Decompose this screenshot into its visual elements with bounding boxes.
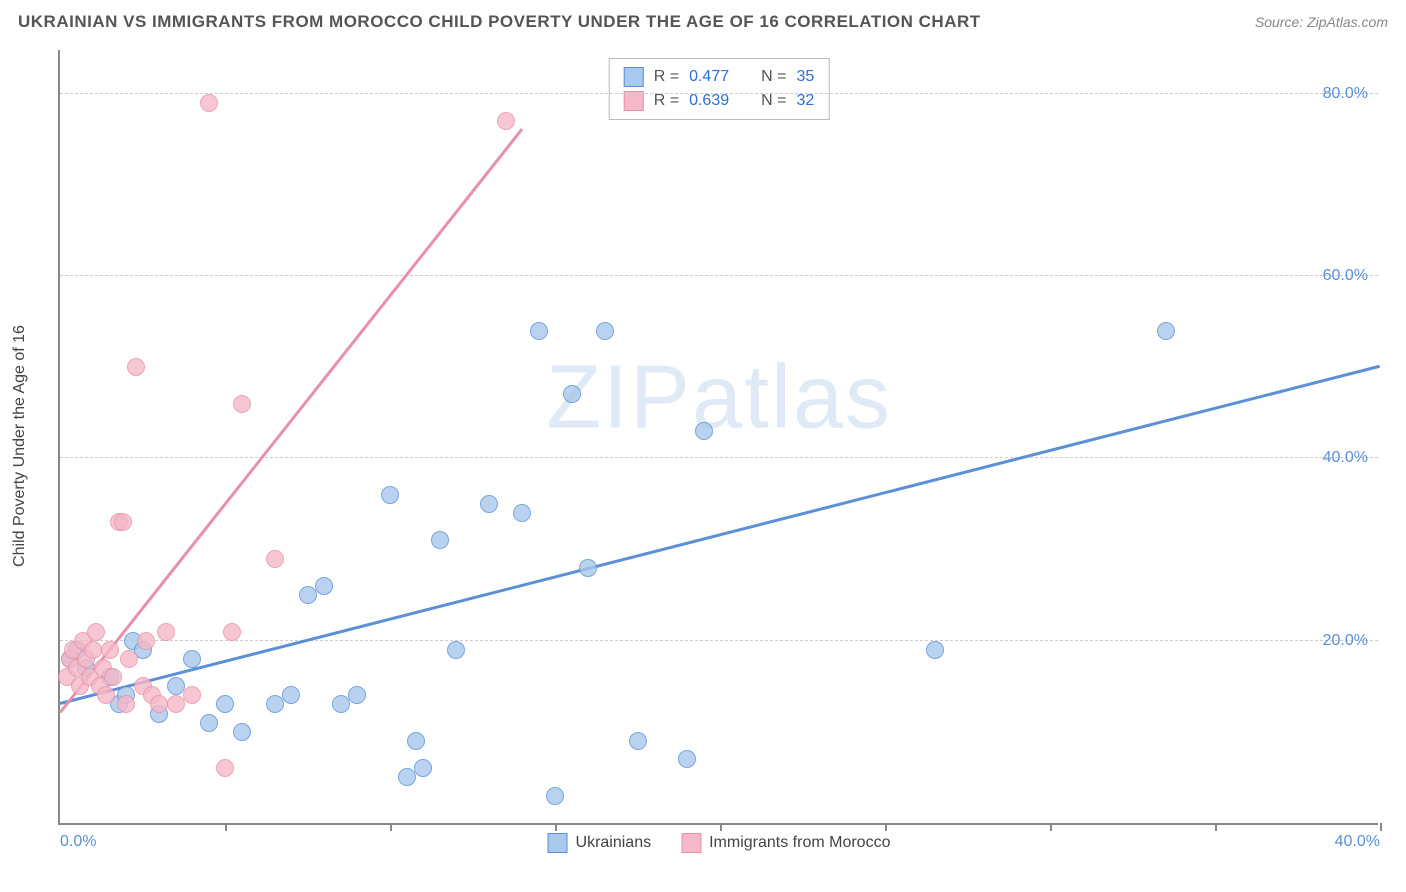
data-point bbox=[513, 504, 531, 522]
data-point bbox=[579, 559, 597, 577]
gridline bbox=[60, 457, 1378, 458]
x-tick bbox=[1050, 823, 1052, 831]
legend-swatch bbox=[624, 91, 644, 111]
data-point bbox=[167, 677, 185, 695]
data-point bbox=[183, 650, 201, 668]
series-name: Ukrainians bbox=[576, 834, 652, 852]
chart-title: UKRAINIAN VS IMMIGRANTS FROM MOROCCO CHI… bbox=[18, 12, 981, 32]
data-point bbox=[447, 641, 465, 659]
data-point bbox=[381, 486, 399, 504]
legend-swatch bbox=[681, 833, 701, 853]
n-label: N = bbox=[761, 68, 786, 86]
data-point bbox=[117, 695, 135, 713]
data-point bbox=[216, 695, 234, 713]
y-tick-label: 40.0% bbox=[1323, 449, 1368, 467]
trend-line bbox=[60, 365, 1381, 705]
data-point bbox=[480, 495, 498, 513]
data-point bbox=[266, 550, 284, 568]
legend-row: R = 0.477 N = 35 bbox=[624, 65, 815, 89]
y-tick-label: 60.0% bbox=[1323, 267, 1368, 285]
data-point bbox=[167, 695, 185, 713]
data-point bbox=[563, 385, 581, 403]
data-point bbox=[157, 623, 175, 641]
data-point bbox=[233, 723, 251, 741]
data-point bbox=[150, 695, 168, 713]
data-point bbox=[216, 759, 234, 777]
data-point bbox=[97, 686, 115, 704]
r-value: 0.639 bbox=[689, 92, 729, 110]
series-name: Immigrants from Morocco bbox=[709, 834, 890, 852]
correlation-legend: R = 0.477 N = 35 R = 0.639 N = 32 bbox=[609, 58, 830, 120]
plot-area: ZIPatlas R =0.477N =35R =0.639N =32 Ukra… bbox=[58, 50, 1378, 825]
n-value: 32 bbox=[796, 92, 814, 110]
y-tick-label: 20.0% bbox=[1323, 632, 1368, 650]
x-tick bbox=[1380, 823, 1382, 831]
data-point bbox=[87, 623, 105, 641]
x-tick bbox=[720, 823, 722, 831]
y-tick-label: 80.0% bbox=[1323, 85, 1368, 103]
x-tick bbox=[1215, 823, 1217, 831]
r-label: R = bbox=[654, 68, 679, 86]
data-point bbox=[546, 787, 564, 805]
data-point bbox=[678, 750, 696, 768]
n-value: 35 bbox=[796, 68, 814, 86]
data-point bbox=[200, 94, 218, 112]
legend-swatch bbox=[548, 833, 568, 853]
data-point bbox=[596, 322, 614, 340]
data-point bbox=[407, 732, 425, 750]
x-tick-label: 0.0% bbox=[60, 833, 96, 851]
data-point bbox=[200, 714, 218, 732]
r-label: R = bbox=[654, 92, 679, 110]
data-point bbox=[1157, 322, 1175, 340]
y-axis-label: Child Poverty Under the Age of 16 bbox=[11, 325, 29, 567]
data-point bbox=[104, 668, 122, 686]
legend-item: Immigrants from Morocco bbox=[681, 833, 890, 853]
gridline bbox=[60, 640, 1378, 641]
data-point bbox=[414, 759, 432, 777]
gridline bbox=[60, 93, 1378, 94]
data-point bbox=[332, 695, 350, 713]
source-label: Source: ZipAtlas.com bbox=[1255, 14, 1388, 30]
data-point bbox=[926, 641, 944, 659]
data-point bbox=[120, 650, 138, 668]
data-point bbox=[431, 531, 449, 549]
data-point bbox=[101, 641, 119, 659]
x-tick bbox=[555, 823, 557, 831]
x-tick bbox=[390, 823, 392, 831]
data-point bbox=[629, 732, 647, 750]
data-point bbox=[530, 322, 548, 340]
data-point bbox=[398, 768, 416, 786]
data-point bbox=[266, 695, 284, 713]
data-point bbox=[84, 641, 102, 659]
data-point bbox=[137, 632, 155, 650]
series-legend: Ukrainians Immigrants from Morocco bbox=[548, 833, 891, 853]
data-point bbox=[315, 577, 333, 595]
n-label: N = bbox=[761, 92, 786, 110]
data-point bbox=[497, 112, 515, 130]
x-tick bbox=[885, 823, 887, 831]
data-point bbox=[695, 422, 713, 440]
trend-line bbox=[59, 128, 523, 713]
watermark: ZIPatlas bbox=[546, 346, 892, 449]
data-point bbox=[127, 358, 145, 376]
r-value: 0.477 bbox=[689, 68, 729, 86]
data-point bbox=[233, 395, 251, 413]
data-point bbox=[299, 586, 317, 604]
gridline bbox=[60, 275, 1378, 276]
x-tick bbox=[225, 823, 227, 831]
x-tick-label: 40.0% bbox=[1335, 833, 1380, 851]
data-point bbox=[348, 686, 366, 704]
legend-item: Ukrainians bbox=[548, 833, 652, 853]
data-point bbox=[183, 686, 201, 704]
data-point bbox=[223, 623, 241, 641]
data-point bbox=[282, 686, 300, 704]
legend-swatch bbox=[624, 67, 644, 87]
data-point bbox=[114, 513, 132, 531]
